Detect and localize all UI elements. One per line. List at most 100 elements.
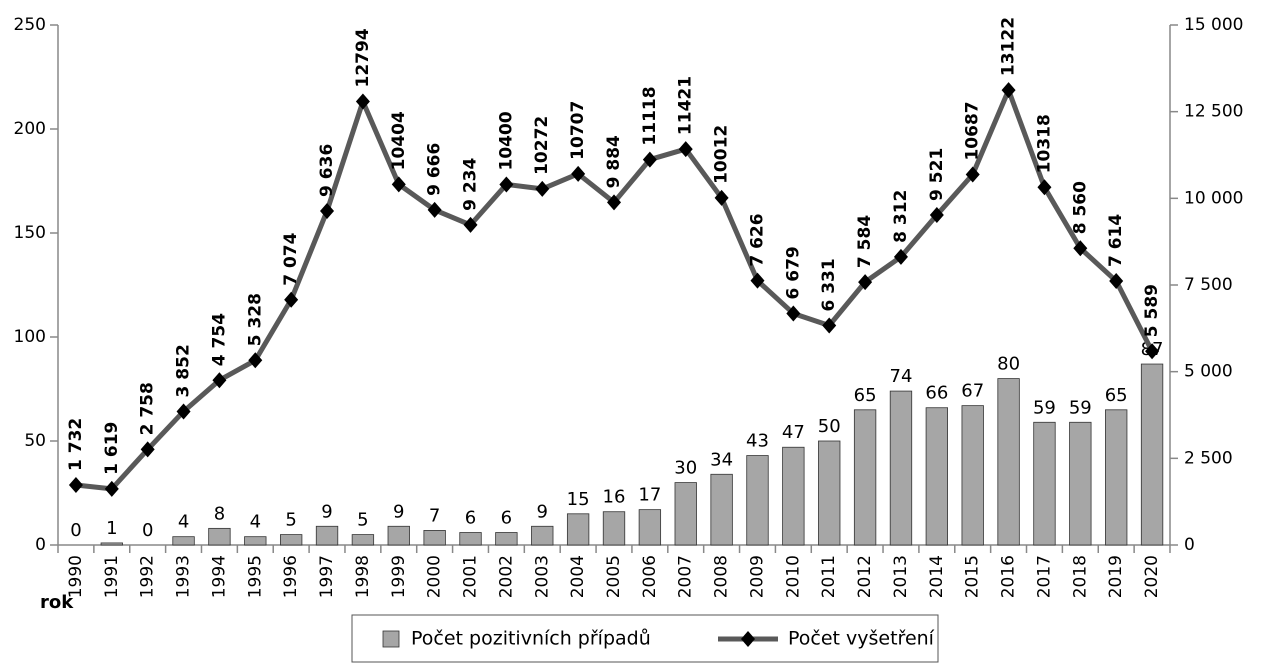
line-label: 4 754 <box>209 313 229 366</box>
bar <box>100 542 123 546</box>
bar <box>387 525 410 546</box>
bar-label: 50 <box>818 416 841 437</box>
line-label: 1 732 <box>66 418 86 471</box>
x-tick-label: 1997 <box>317 555 337 598</box>
x-tick-label: 2000 <box>425 555 445 598</box>
x-tick-label: 2007 <box>676 555 696 598</box>
x-tick-label: 2016 <box>999 555 1019 598</box>
bar <box>495 532 518 546</box>
y2-tick-label: 5 000 <box>1184 362 1233 382</box>
line-label: 13122 <box>999 17 1019 76</box>
x-tick-label: 2008 <box>712 555 732 598</box>
y2-tick-label: 10 000 <box>1184 188 1243 208</box>
bar <box>244 536 267 546</box>
bar-label: 8 <box>214 503 225 524</box>
line-label: 10404 <box>389 111 409 170</box>
bar-label: 65 <box>854 385 877 406</box>
line-label: 1 619 <box>102 422 122 475</box>
marker <box>1109 273 1124 290</box>
line-label: 9 884 <box>604 135 624 188</box>
marker <box>535 180 550 197</box>
marker <box>571 165 586 182</box>
marker <box>929 206 944 223</box>
bar <box>459 532 482 546</box>
x-tick-label: 2020 <box>1142 555 1162 598</box>
bar <box>351 534 375 546</box>
y-tick-label: 50 <box>24 431 46 451</box>
bar-label: 74 <box>890 366 913 387</box>
y-tick-label: 150 <box>14 223 46 243</box>
bar <box>1105 409 1128 546</box>
x-tick-label: 2018 <box>1070 555 1090 598</box>
bar-label: 80 <box>997 354 1020 375</box>
bar-label: 6 <box>501 508 512 529</box>
bar <box>710 473 733 546</box>
line-label: 10707 <box>568 101 588 160</box>
marker <box>427 201 442 218</box>
bar-label: 5 <box>285 510 296 531</box>
bar-label: 0 <box>142 520 153 541</box>
x-tick-label: 2014 <box>927 555 947 598</box>
line-label: 7 584 <box>855 215 875 268</box>
line-label: 11118 <box>640 86 660 145</box>
bar <box>279 534 303 546</box>
bar <box>889 390 913 546</box>
bar-label: 17 <box>638 485 661 506</box>
bar-label: 1 <box>106 518 117 539</box>
marker <box>140 441 155 458</box>
legend-label: Počet vyšetření <box>788 628 935 650</box>
bar <box>638 509 662 546</box>
marker <box>68 476 83 493</box>
x-tick-label: 2010 <box>783 555 803 598</box>
x-tick-label: 2002 <box>496 555 516 598</box>
line-label: 6 679 <box>783 246 803 299</box>
bar-label: 7 <box>429 505 440 526</box>
bar-label: 30 <box>674 458 697 479</box>
marker <box>355 93 370 110</box>
x-axis-label: rok <box>40 592 74 613</box>
x-tick-label: 2015 <box>963 555 983 598</box>
marker <box>320 202 335 219</box>
bar <box>423 530 446 546</box>
bar <box>961 405 984 546</box>
bar-label: 47 <box>782 422 805 443</box>
marker <box>499 176 514 193</box>
x-tick-label: 1994 <box>209 555 229 598</box>
bar <box>818 440 841 546</box>
x-tick-label: 2019 <box>1106 555 1126 598</box>
marker <box>1073 240 1088 257</box>
marker <box>965 166 980 183</box>
bar-label: 4 <box>178 512 189 533</box>
line-label: 5 589 <box>1142 284 1162 337</box>
bar-label: 9 <box>393 501 404 522</box>
line-label: 7 626 <box>747 213 767 266</box>
x-tick-label: 1990 <box>66 555 86 598</box>
x-tick-label: 2012 <box>855 555 875 598</box>
bar <box>925 407 948 546</box>
bar-label: 16 <box>603 487 626 508</box>
legend-marker <box>741 631 755 647</box>
marker <box>1001 82 1016 99</box>
bar <box>208 527 231 546</box>
marker <box>786 305 801 322</box>
x-tick-label: 2001 <box>461 555 481 598</box>
legend-swatch <box>382 630 400 648</box>
bar <box>1033 421 1056 546</box>
bar <box>853 409 877 546</box>
bar-label: 34 <box>710 449 733 470</box>
line-label: 9 636 <box>317 144 337 197</box>
line-label: 5 328 <box>245 293 265 346</box>
x-tick-label: 1993 <box>174 555 194 598</box>
marker <box>893 248 908 265</box>
line-label: 10687 <box>963 101 983 160</box>
bar-label: 66 <box>925 383 948 404</box>
x-tick-label: 1992 <box>138 555 158 598</box>
bar-label: 67 <box>961 381 984 402</box>
x-tick-label: 2013 <box>891 555 911 598</box>
bar-label: 59 <box>1033 397 1056 418</box>
bar-label: 43 <box>746 431 769 452</box>
line-label: 7 074 <box>281 232 301 285</box>
line-label: 12794 <box>353 28 373 87</box>
bar-label: 4 <box>250 512 261 533</box>
